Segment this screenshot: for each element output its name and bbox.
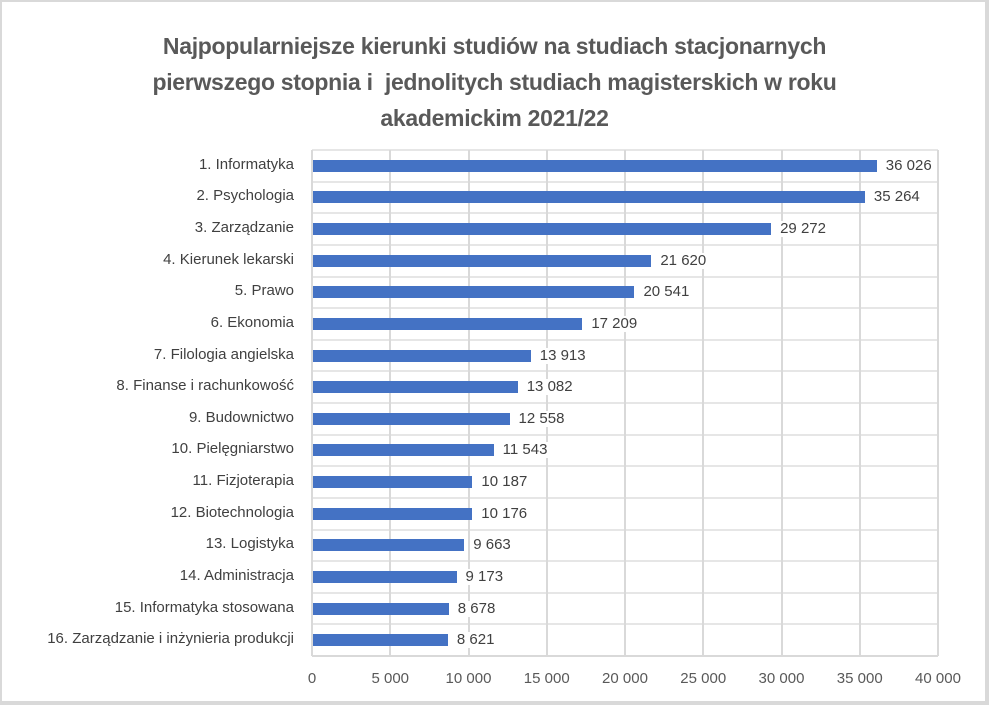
gridline-vertical (467, 150, 470, 656)
category-label: 16. Zarządzanie i inżynieria produkcji (47, 630, 294, 648)
category-label: 7. Filologia angielska (153, 345, 294, 363)
category-label: 6. Ekonomia (210, 313, 294, 331)
category-label: 13. Logistyka (205, 535, 294, 553)
plot-area (311, 149, 939, 657)
bar (313, 539, 465, 552)
chart-title-line-2: pierwszego stopnia i jednolitych studiac… (152, 69, 837, 95)
x-tick-label: 5 000 (371, 670, 410, 687)
gridline-vertical (624, 150, 626, 656)
bar (313, 412, 510, 425)
data-label: 35 264 (871, 188, 922, 206)
bar (313, 286, 635, 299)
bar (313, 602, 449, 615)
category-label: 2. Psychologia (196, 187, 294, 205)
data-label: 17 209 (589, 314, 640, 332)
gridline-vertical (545, 150, 548, 656)
bar (313, 159, 877, 172)
data-label: 21 620 (658, 251, 709, 269)
data-label: 29 272 (778, 220, 828, 238)
bar (313, 317, 583, 330)
data-label: 13 082 (524, 378, 575, 396)
category-label: 12. Biotechnologia (170, 503, 294, 521)
data-label: 8 678 (455, 599, 498, 617)
chart-title-line-1: Najpopularniejsze kierunki studiów na st… (162, 33, 827, 59)
bar (313, 476, 473, 489)
category-label: 5. Prawo (234, 282, 294, 300)
gridline-vertical (311, 150, 313, 656)
data-label: 13 913 (537, 346, 588, 364)
gridline-vertical (389, 150, 392, 656)
bar (313, 444, 494, 457)
category-label: 1. Informatyka (198, 155, 294, 173)
data-label: 36 026 (883, 156, 934, 174)
x-tick-label: 0 (307, 670, 317, 687)
data-label: 20 541 (641, 283, 692, 301)
chart-title: Najpopularniejsze kierunki studiów na st… (0, 28, 989, 136)
category-label: 14. Administracja (179, 566, 294, 584)
x-tick-label: 15 000 (523, 670, 570, 687)
category-label: 3. Zarządzanie (194, 219, 294, 237)
category-label: 9. Budownictwo (188, 408, 294, 426)
bar (313, 254, 652, 267)
data-label: 10 187 (479, 473, 530, 491)
bar (313, 634, 448, 647)
bar (313, 349, 531, 362)
gridline-vertical (702, 150, 705, 656)
data-label: 11 543 (500, 441, 550, 459)
chart-title-line-3: akademickim 2021/22 (380, 105, 609, 131)
category-label: 11. Fizjoterapia (192, 472, 294, 490)
data-label: 8 621 (454, 631, 497, 649)
gridline-horizontal (312, 655, 938, 657)
x-tick-label: 10 000 (445, 670, 492, 687)
bar (313, 507, 473, 520)
x-tick-label: 40 000 (915, 670, 961, 687)
x-tick-label: 20 000 (602, 670, 648, 687)
data-label: 10 176 (479, 504, 530, 522)
x-tick-label: 25 000 (680, 670, 727, 687)
x-tick-label: 35 000 (836, 670, 883, 687)
category-label: 10. Pielęgniarstwo (171, 440, 294, 458)
data-label: 12 558 (516, 409, 567, 427)
category-label: 15. Informatyka stosowana (114, 598, 294, 616)
gridline-vertical (780, 150, 783, 656)
category-label: 4. Kierunek lekarski (163, 250, 294, 268)
bar (313, 191, 865, 204)
bar (313, 570, 457, 583)
data-label: 9 173 (463, 567, 506, 585)
bar (313, 381, 518, 394)
bar (313, 223, 772, 236)
category-label: 8. Finanse i rachunkowość (116, 377, 294, 395)
x-tick-label: 30 000 (758, 670, 805, 687)
gridline-vertical (937, 150, 939, 656)
gridline-vertical (858, 150, 861, 656)
data-label: 9 663 (471, 536, 513, 554)
